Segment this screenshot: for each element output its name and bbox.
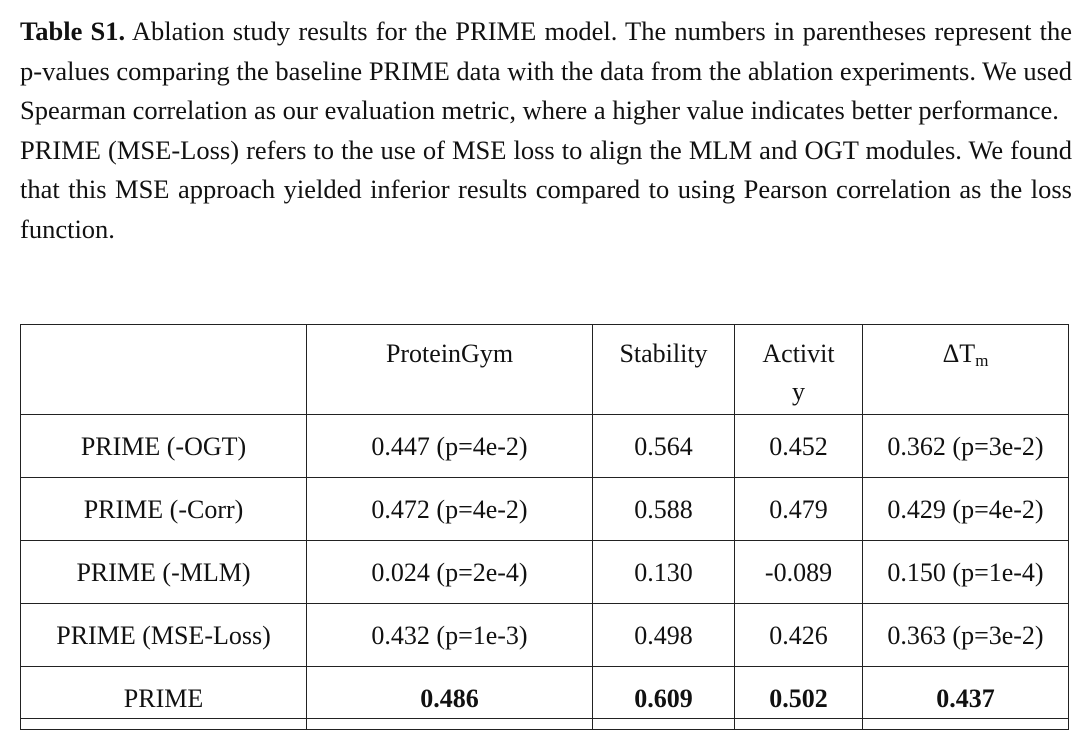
cell-stability: 0.609: [592, 666, 735, 730]
table-row-baseline: PRIME 0.486 0.609 0.502 0.437: [20, 666, 1069, 730]
cell-activity: 0.479: [734, 477, 863, 541]
cell-activity: 0.426: [734, 603, 863, 667]
cell-stability: 0.498: [592, 603, 735, 667]
caption-paragraph-1: Table S1. Ablation study results for the…: [20, 12, 1072, 131]
cell-model: PRIME (-OGT): [20, 414, 307, 478]
table-row: PRIME (MSE-Loss) 0.432 (p=1e-3) 0.498 0.…: [20, 603, 1069, 667]
cell-activity: -0.089: [734, 540, 863, 604]
cell-proteingym: 0.472 (p=4e-2): [306, 477, 593, 541]
header-model: [20, 324, 307, 415]
cell-model: PRIME (-Corr): [20, 477, 307, 541]
table-header-row: ProteinGym Stability Activit y ΔTm: [20, 324, 1069, 415]
cell-proteingym: 0.486: [306, 666, 593, 730]
cell-activity: 0.452: [734, 414, 863, 478]
cell-proteingym: 0.432 (p=1e-3): [306, 603, 593, 667]
cell-proteingym: 0.024 (p=2e-4): [306, 540, 593, 604]
table-row: PRIME (-OGT) 0.447 (p=4e-2) 0.564 0.452 …: [20, 414, 1069, 478]
cell-delta-tm: 0.363 (p=3e-2): [862, 603, 1069, 667]
header-activity-line2: y: [792, 377, 805, 406]
table-caption: Table S1. Ablation study results for the…: [20, 12, 1072, 249]
table-row: PRIME (-MLM) 0.024 (p=2e-4) 0.130 -0.089…: [20, 540, 1069, 604]
header-delta-tm: ΔTm: [862, 324, 1069, 415]
cell-model: PRIME (MSE-Loss): [20, 603, 307, 667]
caption-text-2: PRIME (MSE-Loss) refers to the use of MS…: [20, 134, 1072, 244]
cell-model: PRIME: [20, 666, 307, 730]
header-delta-tm-main: ΔT: [942, 339, 976, 368]
cell-proteingym: 0.447 (p=4e-2): [306, 414, 593, 478]
caption-text-1: Ablation study results for the PRIME mod…: [20, 16, 1073, 125]
header-stability: Stability: [592, 324, 735, 415]
table-row: PRIME (-Corr) 0.472 (p=4e-2) 0.588 0.479…: [20, 477, 1069, 541]
ablation-table: ProteinGym Stability Activit y ΔTm PRIME …: [20, 324, 1069, 730]
cell-stability: 0.130: [592, 540, 735, 604]
cell-delta-tm: 0.362 (p=3e-2): [862, 414, 1069, 478]
caption-paragraph-2: PRIME (MSE-Loss) refers to the use of MS…: [20, 131, 1072, 250]
cell-stability: 0.588: [592, 477, 735, 541]
cell-delta-tm: 0.429 (p=4e-2): [862, 477, 1069, 541]
header-activity: Activit y: [734, 324, 863, 415]
cell-stability: 0.564: [592, 414, 735, 478]
caption-label: Table S1.: [20, 16, 126, 46]
header-delta-tm-sub: m: [975, 351, 989, 370]
header-proteingym: ProteinGym: [306, 324, 593, 415]
cell-delta-tm: 0.150 (p=1e-4): [862, 540, 1069, 604]
header-activity-line1: Activit: [762, 339, 835, 368]
cell-activity: 0.502: [734, 666, 863, 730]
cell-delta-tm: 0.437: [862, 666, 1069, 730]
cell-model: PRIME (-MLM): [20, 540, 307, 604]
table-bottom-rule: [20, 718, 1068, 719]
